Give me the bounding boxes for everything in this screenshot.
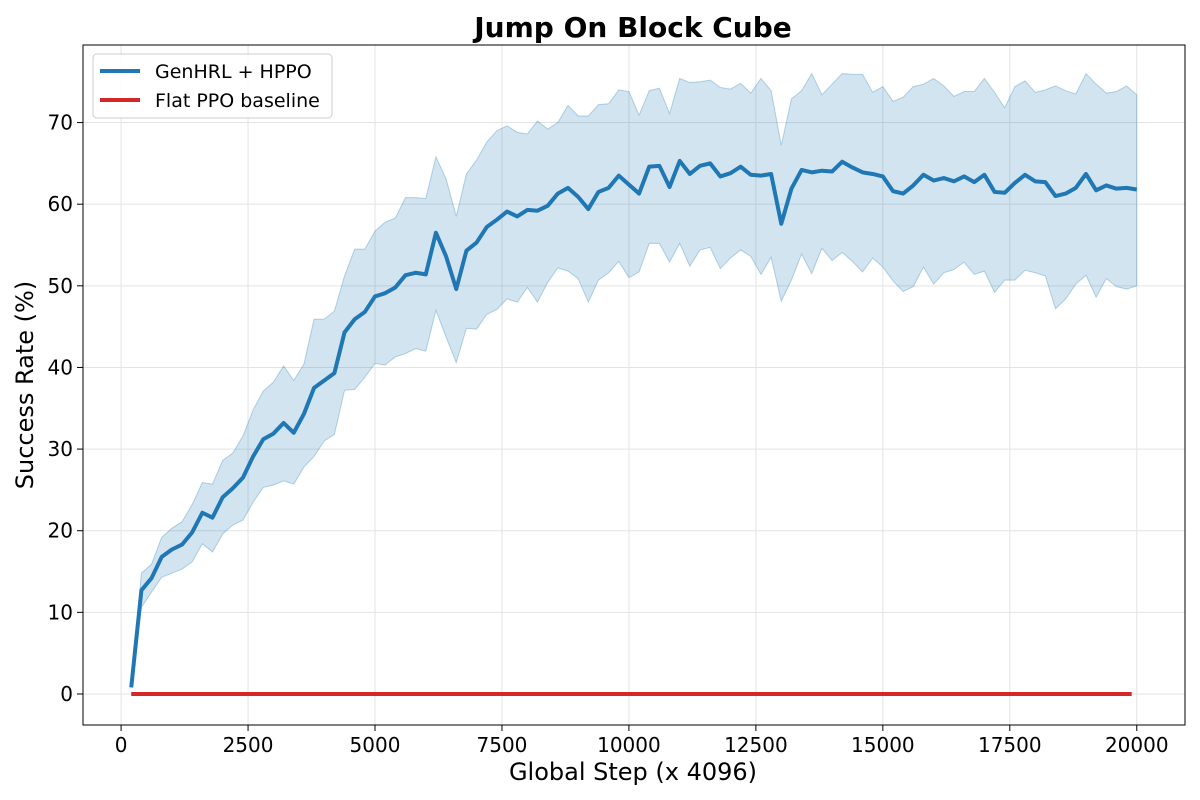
x-tick-label: 2500 xyxy=(223,733,274,757)
x-axis-label: Global Step (x 4096) xyxy=(509,758,757,786)
plot-frame xyxy=(82,44,1186,726)
x-tick-label: 17500 xyxy=(978,733,1042,757)
y-tick-label: 30 xyxy=(48,437,73,461)
confidence-band-series-0 xyxy=(130,72,1138,688)
y-axis-ticks: 0 10 20 30 40 50 60 70 xyxy=(48,111,83,706)
legend-label-flat-ppo: Flat PPO baseline xyxy=(155,90,320,112)
y-tick-label: 70 xyxy=(48,111,73,135)
y-tick-label: 20 xyxy=(48,519,73,543)
x-tick-label: 7500 xyxy=(477,733,528,757)
y-tick-label: 10 xyxy=(48,600,73,624)
confidence-bands xyxy=(130,72,1138,688)
x-tick-label: 12500 xyxy=(724,733,788,757)
series-lines xyxy=(129,158,1138,696)
series-line-0 xyxy=(129,158,1138,688)
x-tick-label: 0 xyxy=(115,733,128,757)
x-tick-label: 20000 xyxy=(1105,733,1169,757)
y-tick-label: 50 xyxy=(48,274,73,298)
legend: GenHRL + HPPO Flat PPO baseline xyxy=(92,53,333,119)
y-tick-label: 0 xyxy=(60,682,73,706)
y-axis-label: Success Rate (%) xyxy=(11,281,39,489)
legend-label-genhrl: GenHRL + HPPO xyxy=(155,61,312,83)
legend-box xyxy=(92,53,333,119)
y-tick-label: 60 xyxy=(48,192,73,216)
x-tick-label: 15000 xyxy=(851,733,915,757)
x-tick-label: 5000 xyxy=(350,733,401,757)
y-tick-label: 40 xyxy=(48,355,73,379)
x-axis-ticks: 0 2500 5000 7500 10000 12500 15000 17500 20000 xyxy=(115,725,1169,757)
chart-title: Jump On Block Cube xyxy=(472,11,791,44)
x-tick-label: 10000 xyxy=(597,733,661,757)
